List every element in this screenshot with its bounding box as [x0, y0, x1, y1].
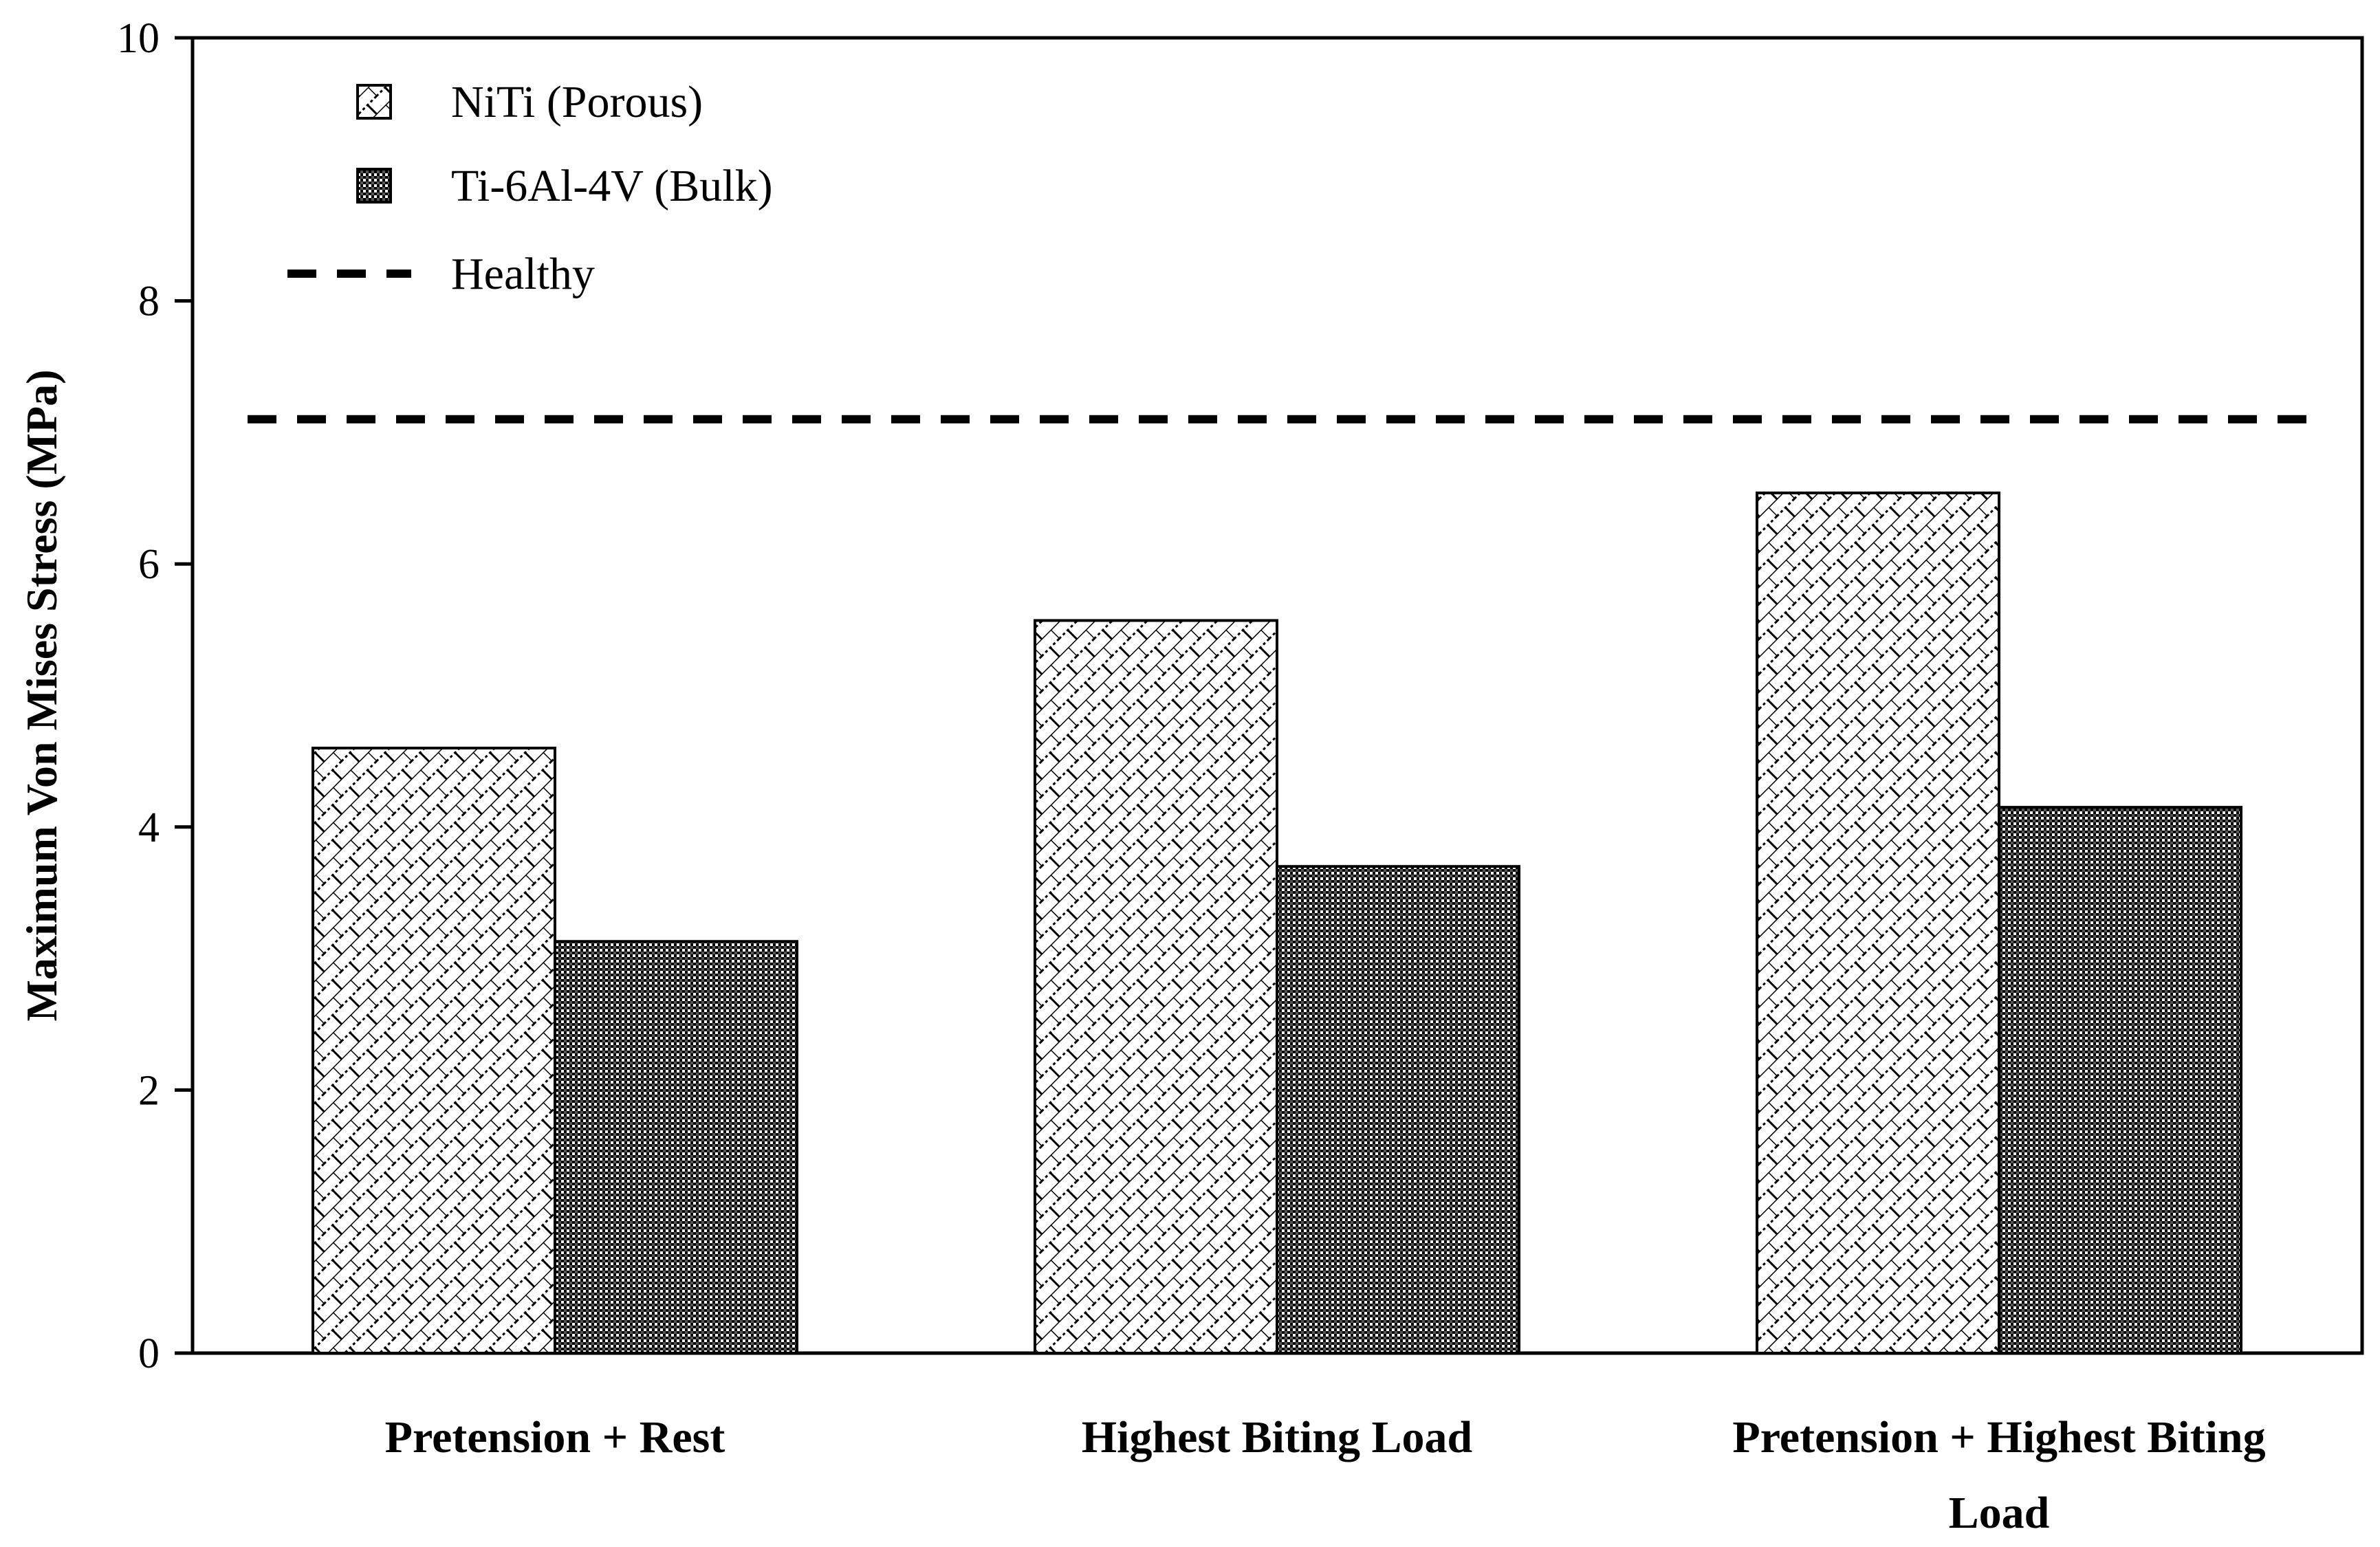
y-tick-label-3: 6 — [138, 541, 160, 588]
y-axis-title: Maximum Von Mises Stress (MPa) — [17, 369, 66, 1021]
legend-label-ti6al4v: Ti-6Al-4V (Bulk) — [451, 161, 773, 211]
y-tick-label-0: 0 — [138, 1330, 160, 1377]
y-tick-label-5: 10 — [117, 15, 160, 62]
bar-ti6al4v-0 — [554, 940, 798, 1354]
legend-swatch-ti6al4v — [356, 168, 392, 204]
y-tick-label-4: 8 — [138, 278, 160, 325]
legend-label-niti: NiTi (Porous) — [451, 77, 703, 127]
y-tick-label-1: 2 — [138, 1067, 160, 1114]
bar-niti-2 — [1756, 491, 2000, 1355]
bar-niti-1 — [1034, 619, 1278, 1354]
y-tick-label-2: 4 — [138, 804, 160, 851]
category-label-2: Pretension + Highest Biting — [1732, 1412, 2265, 1462]
category-label-0: Pretension + Rest — [385, 1412, 725, 1462]
bar-ti6al4v-1 — [1276, 865, 1520, 1354]
category-label-2-line1: Load — [1949, 1488, 2050, 1538]
bar-ti6al4v-2 — [1998, 806, 2242, 1354]
bar-niti-0 — [312, 747, 556, 1354]
legend-label-healthy: Healthy — [451, 249, 595, 299]
category-label-1: Highest Biting Load — [1082, 1412, 1472, 1462]
legend-swatch-niti — [356, 84, 392, 120]
